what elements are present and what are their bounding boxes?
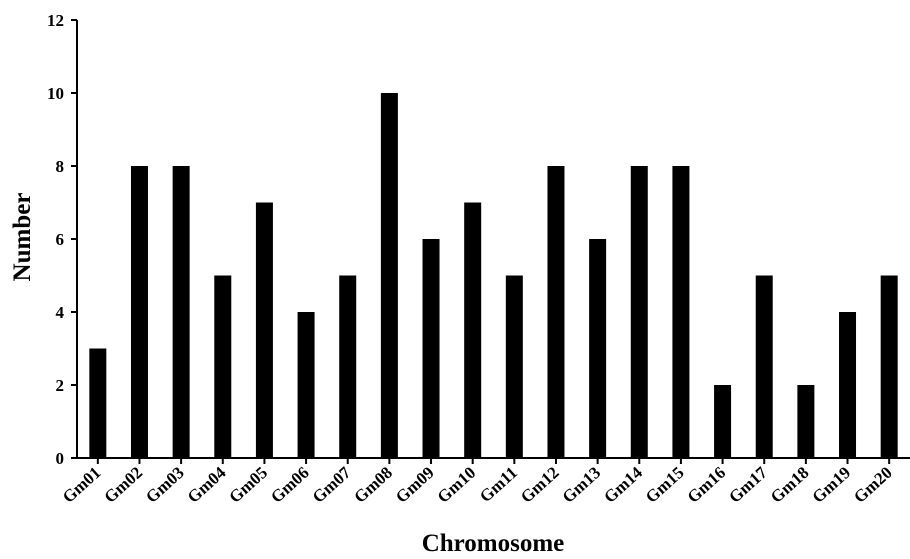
bar-gm17 <box>756 276 773 459</box>
y-tick-label: 6 <box>56 230 65 249</box>
bar-gm10 <box>464 203 481 459</box>
y-axis-ticks: 0 2 4 6 8 10 12 <box>47 11 77 468</box>
x-tick-label: Gm06 <box>267 463 313 507</box>
bar-gm16 <box>714 385 731 458</box>
bar-gm14 <box>631 166 648 458</box>
x-tick-label: Gm20 <box>850 463 896 507</box>
x-axis-title: Chromosome <box>422 530 565 557</box>
bar-gm19 <box>839 312 856 458</box>
y-tick-label: 4 <box>56 303 65 322</box>
x-tick-label: Gm05 <box>225 463 271 507</box>
bar-gm08 <box>381 93 398 458</box>
bar-gm02 <box>131 166 148 458</box>
y-tick-label: 8 <box>56 157 65 176</box>
bar-gm07 <box>339 276 356 459</box>
x-axis-ticks: Gm01Gm02Gm03Gm04Gm05Gm06Gm07Gm08Gm09Gm10… <box>59 458 896 507</box>
y-tick-label: 2 <box>56 376 65 395</box>
bar-gm15 <box>672 166 689 458</box>
x-tick-label: Gm14 <box>600 463 646 507</box>
x-tick-label: Gm07 <box>309 463 355 507</box>
x-tick-label: Gm13 <box>559 463 605 507</box>
x-tick-label: Gm04 <box>184 463 230 507</box>
y-tick-label: 0 <box>56 449 65 468</box>
x-tick-label: Gm01 <box>59 463 105 507</box>
x-tick-label: Gm03 <box>142 463 188 507</box>
x-tick-label: Gm09 <box>392 463 438 507</box>
bar-gm18 <box>797 385 814 458</box>
x-tick-label: Gm08 <box>350 463 396 507</box>
y-axis-title: Number <box>9 193 36 282</box>
bar-gm13 <box>589 239 606 458</box>
bar-gm03 <box>173 166 190 458</box>
bar-gm05 <box>256 203 273 459</box>
bar-gm06 <box>298 312 315 458</box>
x-tick-label: Gm15 <box>642 463 688 507</box>
x-tick-label: Gm10 <box>434 463 480 507</box>
bar-gm20 <box>881 276 898 459</box>
x-tick-label: Gm17 <box>725 463 771 507</box>
y-tick-label: 10 <box>47 84 64 103</box>
x-tick-label: Gm11 <box>476 463 521 506</box>
y-tick-label: 12 <box>47 11 64 30</box>
bar-gm01 <box>89 349 106 459</box>
bar-gm12 <box>547 166 564 458</box>
bar-gm11 <box>506 276 523 459</box>
x-tick-label: Gm19 <box>808 463 854 507</box>
x-tick-label: Gm12 <box>517 463 563 507</box>
bar-gm09 <box>423 239 440 458</box>
bar-gm04 <box>214 276 231 459</box>
x-tick-label: Gm16 <box>684 463 730 507</box>
x-tick-label: Gm02 <box>100 463 146 507</box>
x-tick-label: Gm18 <box>767 463 813 507</box>
bar-series <box>89 93 897 458</box>
